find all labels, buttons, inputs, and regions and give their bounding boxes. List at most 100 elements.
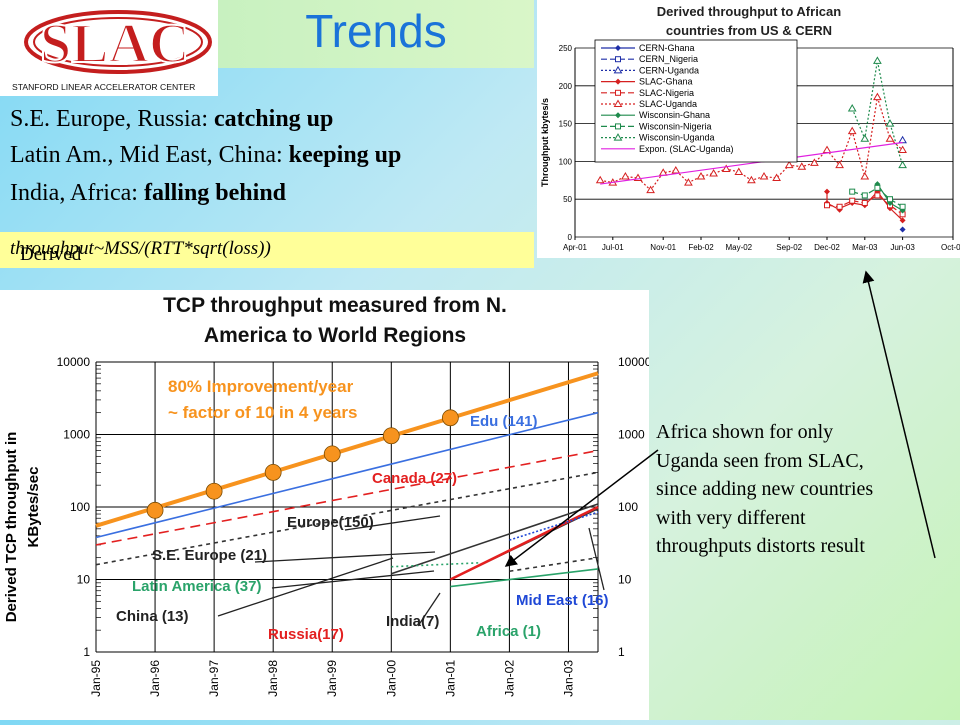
- series-africa-1-: Africa (1): [450, 568, 599, 640]
- africa-chart-svg: Derived throughput to African countries f…: [540, 4, 960, 252]
- y-tick-label: 1000: [63, 428, 90, 442]
- data-point: [824, 188, 830, 195]
- series-label: S.E. Europe (21): [152, 547, 267, 564]
- series-line: [449, 505, 599, 581]
- data-point: [822, 145, 832, 154]
- x-tick-label: Nov-01: [650, 243, 676, 252]
- legend-marker: [615, 89, 621, 96]
- x-tick-label: Oct-03: [941, 243, 960, 252]
- data-point: [671, 165, 681, 174]
- data-point: [885, 134, 895, 142]
- legend-marker: [613, 99, 623, 107]
- data-point: [835, 160, 844, 169]
- data-point: [874, 184, 881, 191]
- note-line: throughputs distorts result: [656, 535, 865, 557]
- series-line: [391, 503, 599, 575]
- x-tick-label: Apr-01: [563, 243, 588, 252]
- data-point: [849, 188, 856, 195]
- x-tick-label: Jan-99: [325, 660, 339, 697]
- chart-title-line-2: America to World Regions: [204, 324, 466, 347]
- page-title: Trends: [305, 5, 447, 57]
- data-point: [747, 175, 756, 184]
- africa-note: Africa shown for only Uganda seen from S…: [656, 418, 956, 561]
- x-tick-label: Jan-98: [266, 660, 280, 697]
- y-tick-label: 50: [563, 195, 572, 204]
- legend-label: Wisconsin-Uganda: [639, 133, 715, 143]
- data-point: [899, 226, 906, 233]
- label-pointer: [344, 515, 441, 531]
- formula-text: Derived throughput~MSS/(RTT*sqrt(loss)): [10, 238, 271, 265]
- data-point: [772, 173, 781, 182]
- y-tick-label: 10: [77, 573, 91, 587]
- legend-label: Wisconsin-Nigeria: [639, 121, 712, 131]
- series-latin-america-37-: Latin America (37): [132, 561, 480, 595]
- series-line: [851, 60, 904, 166]
- y-axis-label-1: Derived TCP throughput in: [3, 432, 20, 623]
- series-label: Europe(150): [287, 514, 374, 531]
- series-label: Russia(17): [268, 626, 344, 643]
- legend-marker: [615, 45, 621, 51]
- data-point: [797, 162, 807, 170]
- data-point: [441, 409, 459, 427]
- chart-title-line-1: Derived throughput to African: [657, 4, 841, 19]
- x-tick-label: Jan-02: [502, 660, 516, 697]
- data-point: [860, 172, 870, 180]
- data-point: [899, 203, 906, 210]
- series-cern-ghana: [899, 226, 906, 233]
- data-point: [861, 199, 868, 206]
- data-point: [734, 167, 744, 175]
- series-line: [450, 568, 599, 588]
- legend-label: CERN_Nigeria: [639, 54, 698, 64]
- slac-logo-graphic: SLAC STANFORD LINEAR ACCELERATOR CENTER: [12, 10, 212, 92]
- data-point: [646, 185, 655, 194]
- legend-marker: [613, 65, 623, 74]
- series-label: Africa (1): [476, 623, 541, 640]
- series-expon-slac-uganda-: [600, 141, 903, 185]
- series-slac-uganda: [595, 92, 907, 194]
- data-point: [847, 126, 857, 135]
- series-80-improvement-year: [95, 371, 599, 528]
- x-tick-label: Feb-02: [688, 243, 714, 252]
- series-line: [509, 556, 599, 573]
- legend-marker: [615, 112, 621, 119]
- series-line: [509, 511, 599, 541]
- y-tick-label-right: 100: [618, 500, 638, 514]
- chart-title-line-1: TCP throughput measured from N.: [163, 294, 507, 317]
- world-regions-chart: TCP throughput measured from N. America t…: [0, 290, 652, 720]
- y-axis-label: Throughput kbytes/s: [540, 98, 550, 187]
- y-tick-label: 0: [568, 233, 573, 242]
- series-line: [391, 561, 480, 568]
- label-pointer: [217, 557, 394, 617]
- x-tick-label: Jan-96: [148, 660, 162, 697]
- chart-title-line-2: countries from US & CERN: [666, 23, 832, 38]
- slac-logo: SLAC STANFORD LINEAR ACCELERATOR CENTER: [0, 0, 218, 96]
- africa-throughput-chart: Derived throughput to African countries f…: [537, 0, 960, 258]
- y-tick-label: 1: [83, 645, 90, 659]
- bullet-line-3: India, Africa: falling behind: [10, 180, 287, 206]
- data-point: [205, 482, 223, 500]
- legend-marker: [615, 123, 621, 130]
- data-point: [898, 135, 907, 144]
- data-point: [696, 172, 706, 180]
- data-point: [784, 160, 794, 169]
- data-point: [810, 158, 819, 166]
- x-tick-label: Dec-02: [814, 243, 840, 252]
- note-line: Africa shown for only: [656, 421, 834, 443]
- y-tick-label-right: 10000: [618, 355, 649, 369]
- x-tick-label: Sep-02: [776, 243, 802, 252]
- trend-bullets: S.E. Europe, Russia: catching up Latin A…: [0, 96, 534, 232]
- data-point: [898, 145, 907, 154]
- series-line: [600, 141, 903, 185]
- data-point: [759, 172, 769, 180]
- legend-label: CERN-Ghana: [639, 43, 695, 53]
- x-tick-label: Jul-01: [602, 243, 624, 252]
- series-wisconsin-nigeria: [849, 184, 906, 210]
- data-point: [621, 172, 630, 180]
- y-tick-label: 250: [559, 44, 573, 53]
- y-tick-label-right: 10: [618, 573, 632, 587]
- data-point: [873, 92, 882, 101]
- y-axis-label-2: KBytes/sec: [25, 467, 42, 548]
- x-tick-label: Mar-03: [852, 243, 878, 252]
- legend-label: SLAC-Nigeria: [639, 88, 694, 98]
